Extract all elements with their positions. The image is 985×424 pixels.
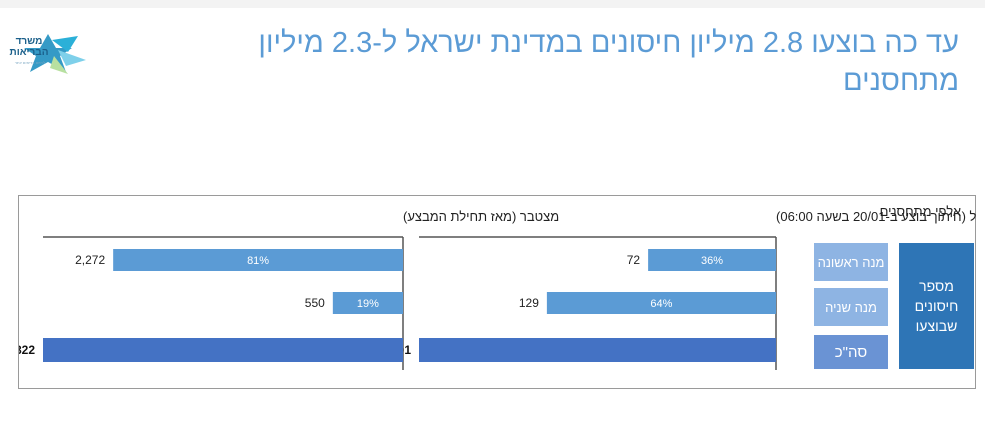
top-strip bbox=[0, 0, 985, 8]
bar-yesterday-0 bbox=[648, 249, 776, 271]
value-label-yesterday-0: 72 bbox=[627, 253, 641, 267]
value-label-cumulative-1: 550 bbox=[305, 296, 325, 310]
unit-label: אלפי מתחסנים bbox=[879, 204, 961, 219]
row-label-first-dose: מנה ראשונה bbox=[814, 243, 888, 281]
row-label-second-dose: מנה שניה bbox=[814, 288, 888, 326]
star-logo-icon bbox=[24, 34, 86, 74]
percent-label-yesterday-0: 36% bbox=[701, 255, 723, 267]
value-label-cumulative-0: 2,272 bbox=[75, 253, 105, 267]
logo-subtext: לחיים בריאים יותר bbox=[14, 60, 46, 65]
page-title: עד כה בוצעו 2.8 מיליון חיסונים במדינת יש… bbox=[258, 27, 959, 97]
chart-title-yesterday: אתמול (חיתוך בוצע ב-20/01 בשעה 06:00) bbox=[776, 209, 977, 224]
chart-title-cumulative: מצטבר (מאז תחילת המבצע) bbox=[403, 209, 559, 224]
bar-yesterday-2 bbox=[419, 338, 776, 362]
row-header-box: מספר חיסונים שבוצעו bbox=[899, 243, 974, 369]
logo-text: משרד הבריאות bbox=[9, 36, 49, 58]
bar-cumulative-2 bbox=[43, 338, 403, 362]
percent-label-cumulative-0: 81% bbox=[247, 255, 269, 267]
percent-label-cumulative-1: 19% bbox=[357, 298, 379, 310]
chart-panel: אתמול (חיתוך בוצע ב-20/01 בשעה 06:00) 36%… bbox=[18, 195, 977, 389]
bar-cumulative-0 bbox=[113, 249, 404, 271]
row-label-total: סה"כ bbox=[814, 335, 888, 369]
value-label-cumulative-2: 2,822 bbox=[19, 343, 35, 357]
value-label-yesterday-1: 129 bbox=[519, 296, 539, 310]
bar-yesterday-1 bbox=[546, 292, 776, 314]
ministry-logo: משרד הבריאות לחיים בריאים יותר bbox=[8, 26, 88, 78]
bar-cumulative-1 bbox=[332, 292, 403, 314]
percent-label-yesterday-1: 64% bbox=[650, 298, 672, 310]
charts-svg: אתמול (חיתוך בוצע ב-20/01 בשעה 06:00) 36%… bbox=[19, 209, 977, 370]
